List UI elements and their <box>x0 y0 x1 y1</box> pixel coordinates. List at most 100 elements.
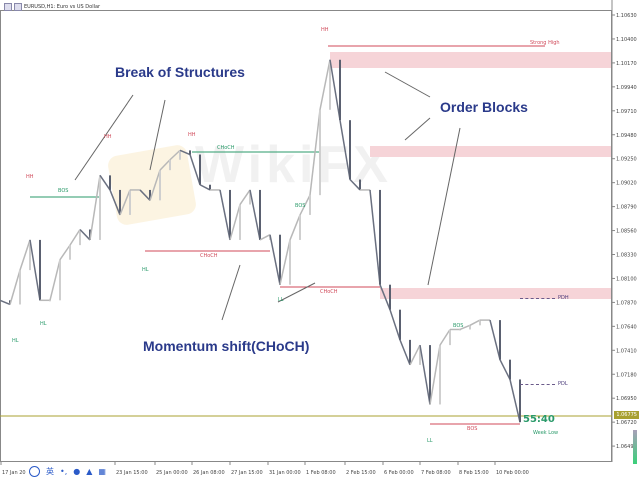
candle <box>79 229 81 246</box>
candle <box>149 189 151 201</box>
candle <box>439 345 441 405</box>
price-segment <box>29 239 41 301</box>
hh-label: HH <box>321 27 329 33</box>
bos-label: BOS <box>58 188 69 194</box>
microphone-icon[interactable]: ● <box>73 466 81 476</box>
x-tick-label: 10 Feb 00:00 <box>496 470 529 476</box>
price-segment <box>149 169 161 201</box>
y-tick-label: 1.09020 <box>616 181 637 187</box>
candle <box>349 120 351 180</box>
candle <box>39 239 41 301</box>
price-segment <box>489 319 501 360</box>
price-segment <box>229 204 241 241</box>
grid-icon[interactable]: ▦ <box>98 466 106 476</box>
price-segment <box>259 234 271 241</box>
y-tick-label: 1.09250 <box>616 157 637 163</box>
price-segment <box>139 189 151 201</box>
candle <box>509 359 511 380</box>
y-tick-label: 1.08330 <box>616 253 637 259</box>
price-segment <box>349 179 361 191</box>
candle <box>129 189 131 215</box>
ime-language-toggle[interactable]: 英 <box>46 466 54 476</box>
choch-label: CHoCH <box>200 253 218 259</box>
price-segment <box>89 175 101 241</box>
y-tick-label: 1.06720 <box>616 420 637 426</box>
candle <box>89 229 91 240</box>
price-segment <box>269 234 281 285</box>
price-segment <box>419 344 431 405</box>
candle <box>169 159 171 171</box>
y-tick-label: 1.07640 <box>616 324 637 330</box>
user-icon[interactable]: ▲ <box>86 466 93 476</box>
chart-title: EURUSD,H1: Euro vs US Dollar <box>4 3 100 11</box>
price-segment <box>319 59 331 110</box>
choch-label: CHoCH <box>217 145 235 151</box>
bos-label: BOS <box>295 203 306 209</box>
pointer-line <box>74 94 134 181</box>
order-block-zone <box>330 52 612 68</box>
candle <box>189 150 191 155</box>
candle <box>29 239 31 271</box>
candle <box>469 325 471 330</box>
candle <box>409 339 411 365</box>
price-segment <box>69 229 81 246</box>
ime-logo-icon[interactable] <box>29 465 40 477</box>
price-segment <box>469 319 481 326</box>
price-segment <box>509 379 521 423</box>
price-segment <box>189 154 201 185</box>
hh-label: HH <box>188 132 196 138</box>
x-tick-label: 7 Feb 08:00 <box>421 470 451 476</box>
x-tick-label: 26 Jan 08:00 <box>193 470 225 476</box>
current-price-tag: 1.06775 <box>614 411 639 419</box>
candle <box>19 270 21 305</box>
candle <box>159 170 161 201</box>
x-tick-label: 1 Feb 08:00 <box>306 470 336 476</box>
candle <box>209 184 211 190</box>
pointer-line <box>384 71 431 98</box>
price-segment <box>299 194 311 216</box>
price-segment <box>329 59 341 121</box>
price-segment <box>19 239 31 271</box>
candle <box>229 189 231 240</box>
strong-high-label: Strong High <box>530 40 560 46</box>
order-blocks-label: Order Blocks <box>440 99 528 115</box>
price-segment <box>179 149 191 156</box>
candle-timer: 55:40 <box>523 414 555 425</box>
candle <box>299 214 301 240</box>
candle <box>309 195 311 215</box>
pointer-line <box>149 99 166 171</box>
indicator-icon <box>14 3 22 11</box>
candle <box>479 320 481 326</box>
x-tick-label: 25 Jan 00:00 <box>156 470 188 476</box>
pointer-line <box>277 282 316 303</box>
x-tick-label: 23 Jan 15:00 <box>116 470 148 476</box>
y-tick-label: 1.07870 <box>616 300 637 306</box>
price-segment <box>289 214 301 241</box>
price-segment <box>309 109 321 196</box>
y-tick-label: 1.08100 <box>616 276 637 282</box>
y-tick-label: 1.09710 <box>616 109 637 115</box>
punctuation-icon[interactable]: •, <box>60 466 68 476</box>
candle <box>109 175 111 190</box>
x-tick-label: 8 Feb 15:00 <box>459 470 489 476</box>
pointer-line <box>427 127 461 286</box>
watermark: WikiFX <box>195 136 392 194</box>
y-tick-label: 1.06490 <box>616 444 637 450</box>
pointer-line <box>404 117 431 141</box>
y-tick-label: 1.08790 <box>616 205 637 211</box>
hh-label: HH <box>26 174 34 180</box>
x-tick-label: 6 Feb 00:00 <box>384 470 414 476</box>
price-segment <box>0 299 11 306</box>
ime-toolbar[interactable]: 英 •, ● ▲ ▦ <box>26 464 109 478</box>
candle <box>289 239 291 285</box>
candle <box>429 345 431 405</box>
x-tick-label: 2 Feb 15:00 <box>346 470 376 476</box>
x-tick-label: 17 Jan 2022 <box>2 470 32 476</box>
candle <box>279 234 281 285</box>
price-segment <box>439 329 451 346</box>
price-segment <box>389 309 401 341</box>
y-tick-label: 1.07410 <box>616 348 637 354</box>
break-of-structures-label: Break of Structures <box>115 64 245 80</box>
chart-title-text: EURUSD,H1: Euro vs US Dollar <box>24 4 101 10</box>
